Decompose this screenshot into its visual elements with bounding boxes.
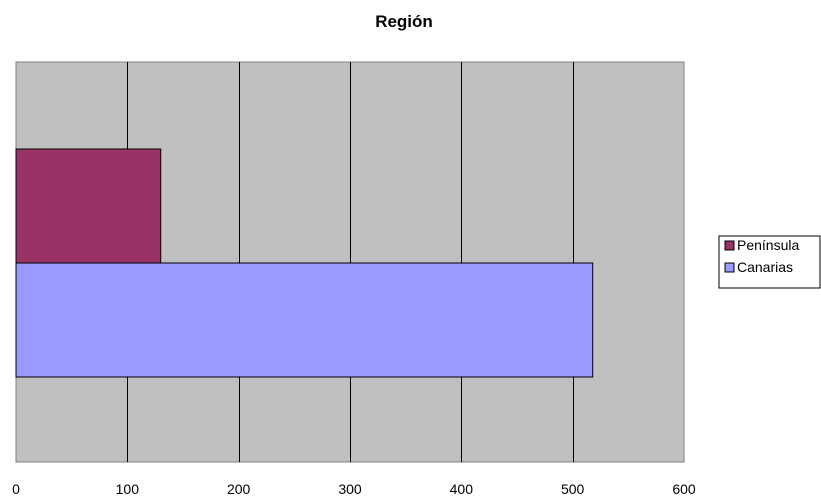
x-tick-label-200: 200 [227,481,251,497]
x-tick-label-0: 0 [12,481,20,497]
legend: Península Canarias [718,235,821,289]
chart-title: Región [375,12,433,31]
legend-box [718,235,821,289]
legend-swatch-1 [724,240,735,251]
gridlines [127,62,574,462]
x-tick-label-300: 300 [338,481,362,497]
x-tick-label-600: 600 [672,481,696,497]
x-tick-label-500: 500 [561,481,585,497]
legend-swatch-2 [724,262,735,273]
bars [15,148,594,378]
legend-label-1: Península [737,237,799,253]
x-tick-label-400: 400 [450,481,474,497]
x-axis-ticks: 0 100 200 300 400 500 600 [12,481,696,497]
bar-2 [15,262,594,378]
bar-1 [15,148,162,264]
x-tick-label-100: 100 [116,481,140,497]
legend-label-2: Canarias [737,259,793,275]
